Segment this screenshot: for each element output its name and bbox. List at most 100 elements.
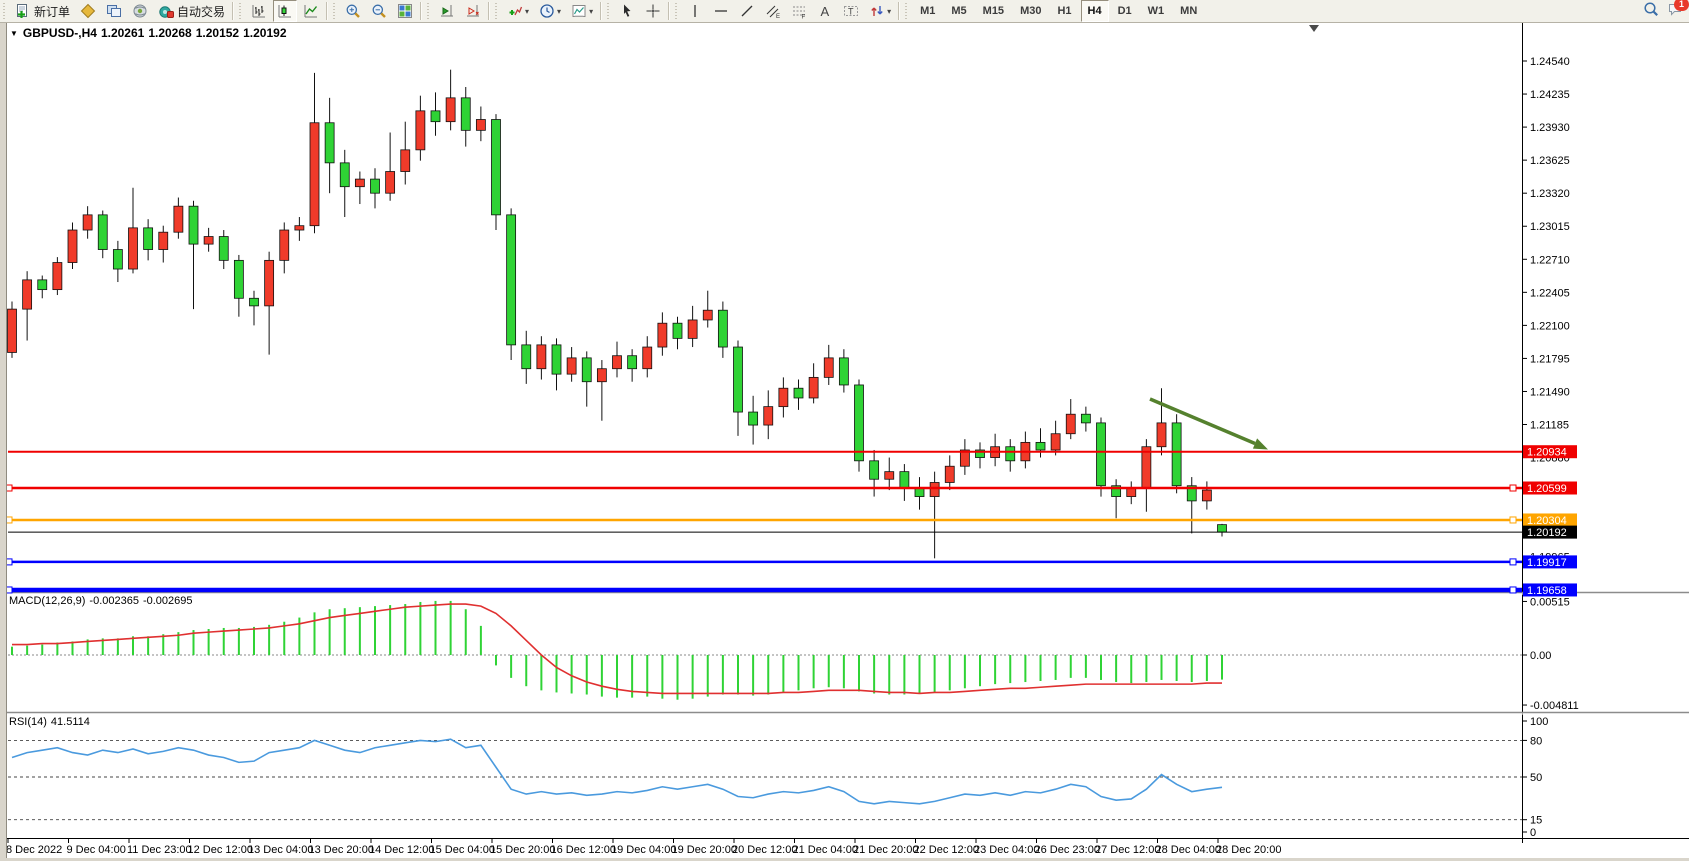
rsi-indicator-label: RSI(14) 41.5114 xyxy=(9,716,94,728)
notification-badge[interactable]: 1 xyxy=(1674,0,1689,11)
axis-tick-label: 1.23625 xyxy=(1530,155,1570,167)
chart-shift-marker[interactable] xyxy=(1309,25,1319,32)
timeframe-m15-label: M15 xyxy=(982,5,1005,17)
trend-arrow-head[interactable] xyxy=(1252,438,1268,450)
candle-body-down xyxy=(627,355,638,370)
dropdown-caret-icon[interactable]: ▾ xyxy=(557,6,562,16)
symbol-period-label: GBPUSD-,H4 xyxy=(22,26,97,40)
candle-body-up xyxy=(884,471,895,480)
timeframe-m1-label: M1 xyxy=(920,5,936,17)
text-label-icon: T xyxy=(844,6,859,17)
chart-shift-button[interactable] xyxy=(435,0,459,22)
candle-body-down xyxy=(521,344,532,370)
rsi-value: 41.5114 xyxy=(50,716,90,728)
candle-body-down xyxy=(506,214,517,346)
svg-text:T: T xyxy=(848,7,854,17)
toolbar-grip-handle[interactable] xyxy=(905,3,911,19)
timeframe-h1[interactable]: H1 xyxy=(1050,0,1078,22)
toolbar-separator xyxy=(232,2,235,20)
indicators-button[interactable]: ▾ xyxy=(503,0,533,22)
text-button[interactable]: A xyxy=(813,0,837,22)
line-chart-button[interactable] xyxy=(299,0,323,22)
cursor-button[interactable] xyxy=(615,0,639,22)
arrows-icon xyxy=(871,6,883,16)
dropdown-caret-icon[interactable]: ▾ xyxy=(589,6,594,16)
timeframe-m30-label: M30 xyxy=(1020,5,1042,17)
candle-body-up xyxy=(400,149,411,172)
timeframe-m1[interactable]: M1 xyxy=(913,0,942,22)
search-button[interactable] xyxy=(1643,1,1659,22)
candle-body-down xyxy=(460,97,471,131)
toolbar: 新订单 自动交易 ▾ ▾ ▾ E F A T ▾ M1 M5 M15 M30 H1 H4 D1 W1 MN 1 xyxy=(0,0,1689,23)
macd-value-main: -0.002365 xyxy=(89,595,139,607)
horizontal-line-button[interactable] xyxy=(709,0,733,22)
fibonacci-icon: F xyxy=(793,6,806,19)
line-handle-right[interactable] xyxy=(1509,558,1517,566)
line-handle-right[interactable] xyxy=(1509,586,1517,594)
toolbar-grip-handle[interactable] xyxy=(495,3,501,19)
zoom-out-button[interactable] xyxy=(367,0,391,22)
time-axis-label: 13 Dec 04:00 xyxy=(248,844,313,856)
toolbar-grip-handle[interactable] xyxy=(675,3,681,19)
timeframe-h4[interactable]: H4 xyxy=(1080,0,1109,22)
price-label-box xyxy=(1523,555,1577,569)
trendline-icon xyxy=(741,5,753,17)
new-order-button[interactable]: 新订单 xyxy=(11,0,74,22)
market-watch-button[interactable] xyxy=(76,0,100,22)
trend-arrow-shaft[interactable] xyxy=(1149,397,1256,446)
periods-icon xyxy=(540,4,554,18)
fibonacci-button[interactable]: F xyxy=(787,0,811,22)
candle-body-up xyxy=(52,262,63,291)
toolbar-grip-handle[interactable] xyxy=(333,3,339,19)
price-label-text: 1.19658 xyxy=(1527,585,1567,597)
toolbar-grip-handle[interactable] xyxy=(3,3,8,19)
equidistant-channel-button[interactable]: E xyxy=(761,0,785,22)
arrows-button[interactable]: ▾ xyxy=(865,0,895,22)
timeframe-m5[interactable]: M5 xyxy=(944,0,973,22)
periods-button[interactable]: ▾ xyxy=(535,0,565,22)
auto-trading-button[interactable]: 自动交易 xyxy=(154,0,229,22)
crosshair-button[interactable] xyxy=(641,0,665,22)
strategy-button[interactable] xyxy=(128,0,152,22)
trend-arrow-annotation[interactable] xyxy=(1149,397,1268,450)
candle-body-down xyxy=(975,449,985,458)
price-label-text: 1.19917 xyxy=(1527,557,1567,569)
dropdown-caret-icon[interactable]: ▾ xyxy=(887,6,892,16)
vertical-line-button[interactable] xyxy=(683,0,707,22)
toolbar-grip-handle[interactable] xyxy=(427,3,433,19)
candle-body-up xyxy=(82,214,93,231)
line-handle-right[interactable] xyxy=(1509,484,1517,492)
candle-body-up xyxy=(294,225,305,231)
line-handle-right[interactable] xyxy=(1509,516,1517,524)
candle-body-up xyxy=(596,368,607,383)
timeframe-m30[interactable]: M30 xyxy=(1013,0,1048,22)
rsi-axis-label: 15 xyxy=(1530,815,1542,827)
candlestick-chart-button[interactable] xyxy=(273,0,298,22)
text-label-button[interactable]: T xyxy=(839,0,863,22)
price-axis-ticks: 1.24540 1.24235 1.23930 1.23625 1.23320 1.230… xyxy=(1522,56,1570,564)
timeframe-mn[interactable]: MN xyxy=(1173,0,1204,22)
chat-button[interactable]: 1 xyxy=(1667,0,1689,22)
bar-chart-button[interactable] xyxy=(247,0,271,22)
axis-tick-label: 1.22710 xyxy=(1530,254,1570,266)
data-window-button[interactable] xyxy=(102,0,126,22)
templates-button[interactable]: ▾ xyxy=(567,0,597,22)
candle-body-down xyxy=(551,344,562,375)
collapse-triangle-icon[interactable]: ▼ xyxy=(10,29,18,38)
toolbar-grip-handle[interactable] xyxy=(239,3,245,19)
toolbar-grip-handle[interactable] xyxy=(607,3,613,19)
timeframe-w1[interactable]: W1 xyxy=(1141,0,1172,22)
auto-scroll-button[interactable] xyxy=(461,0,485,22)
horizontal-level-lines[interactable] xyxy=(5,450,1522,594)
zoom-in-button[interactable] xyxy=(341,0,365,22)
rsi-axis-label: 100 xyxy=(1530,716,1548,728)
auto-trading-button-label: 自动交易 xyxy=(177,4,226,19)
trendline-button[interactable] xyxy=(735,0,759,22)
tile-windows-button[interactable] xyxy=(393,0,417,22)
candle-body-down xyxy=(717,309,728,348)
timeframe-m15[interactable]: M15 xyxy=(976,0,1011,22)
dropdown-caret-icon[interactable]: ▾ xyxy=(525,6,530,16)
timeframe-d1[interactable]: D1 xyxy=(1111,0,1139,22)
